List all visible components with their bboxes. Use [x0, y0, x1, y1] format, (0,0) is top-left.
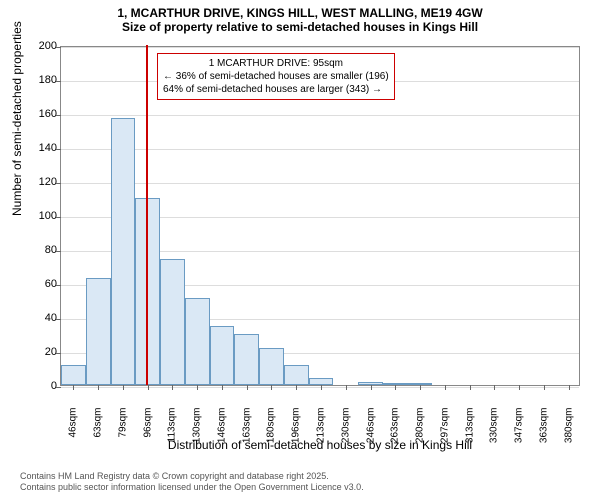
histogram-bar — [234, 334, 259, 385]
marker-annotation-box: 1 MCARTHUR DRIVE: 95sqm ← 36% of semi-de… — [157, 53, 395, 100]
chart-title-main: 1, MCARTHUR DRIVE, KINGS HILL, WEST MALL… — [0, 0, 600, 20]
y-tick-label: 60 — [29, 278, 57, 290]
x-tick-mark — [519, 385, 520, 390]
gridline — [61, 387, 579, 388]
footer-line1: Contains HM Land Registry data © Crown c… — [20, 471, 364, 483]
x-tick-mark — [73, 385, 74, 390]
y-tick-mark — [56, 217, 61, 218]
x-tick-mark — [346, 385, 347, 390]
gridline — [61, 149, 579, 150]
x-tick-mark — [395, 385, 396, 390]
y-tick-mark — [56, 47, 61, 48]
y-tick-mark — [56, 285, 61, 286]
x-tick-mark — [98, 385, 99, 390]
chart-plot-area: 02040608010012014016018020046sqm63sqm79s… — [60, 46, 580, 386]
annotation-line1: 1 MCARTHUR DRIVE: 95sqm — [163, 57, 389, 70]
y-tick-label: 20 — [29, 346, 57, 358]
chart-container: 1, MCARTHUR DRIVE, KINGS HILL, WEST MALL… — [0, 0, 600, 500]
x-tick-mark — [544, 385, 545, 390]
x-tick-mark — [445, 385, 446, 390]
y-tick-mark — [56, 353, 61, 354]
annotation-line2: ← 36% of semi-detached houses are smalle… — [163, 70, 389, 83]
gridline — [61, 47, 579, 48]
x-tick-mark — [123, 385, 124, 390]
y-tick-mark — [56, 251, 61, 252]
x-tick-mark — [494, 385, 495, 390]
x-tick-mark — [172, 385, 173, 390]
chart-footer: Contains HM Land Registry data © Crown c… — [20, 471, 364, 494]
y-tick-mark — [56, 81, 61, 82]
x-tick-mark — [271, 385, 272, 390]
y-tick-mark — [56, 183, 61, 184]
y-tick-label: 140 — [29, 142, 57, 154]
y-tick-label: 0 — [29, 380, 57, 392]
gridline — [61, 115, 579, 116]
x-tick-mark — [247, 385, 248, 390]
x-tick-mark — [321, 385, 322, 390]
footer-line2: Contains public sector information licen… — [20, 482, 364, 494]
x-tick-mark — [296, 385, 297, 390]
gridline — [61, 183, 579, 184]
annotation-line3: 64% of semi-detached houses are larger (… — [163, 83, 389, 96]
histogram-bar — [86, 278, 111, 385]
histogram-bar — [111, 118, 136, 385]
x-tick-mark — [420, 385, 421, 390]
histogram-bar — [284, 365, 309, 385]
x-tick-mark — [569, 385, 570, 390]
y-tick-label: 80 — [29, 244, 57, 256]
y-tick-label: 40 — [29, 312, 57, 324]
y-tick-label: 160 — [29, 108, 57, 120]
histogram-bar — [309, 378, 334, 385]
histogram-bar — [61, 365, 86, 385]
chart-title-sub: Size of property relative to semi-detach… — [0, 20, 600, 38]
y-tick-mark — [56, 115, 61, 116]
x-tick-mark — [148, 385, 149, 390]
y-tick-mark — [56, 387, 61, 388]
y-tick-label: 180 — [29, 74, 57, 86]
histogram-bar — [210, 326, 235, 386]
histogram-bar — [160, 259, 185, 385]
y-tick-label: 200 — [29, 40, 57, 52]
y-tick-mark — [56, 149, 61, 150]
x-axis-label: Distribution of semi-detached houses by … — [60, 438, 580, 452]
x-tick-mark — [371, 385, 372, 390]
x-tick-mark — [197, 385, 198, 390]
x-tick-mark — [222, 385, 223, 390]
y-tick-label: 120 — [29, 176, 57, 188]
marker-line — [146, 45, 148, 385]
histogram-bar — [185, 298, 210, 385]
y-tick-mark — [56, 319, 61, 320]
y-tick-label: 100 — [29, 210, 57, 222]
y-axis-label: Number of semi-detached properties — [10, 21, 24, 216]
x-tick-mark — [470, 385, 471, 390]
histogram-bar — [259, 348, 284, 385]
